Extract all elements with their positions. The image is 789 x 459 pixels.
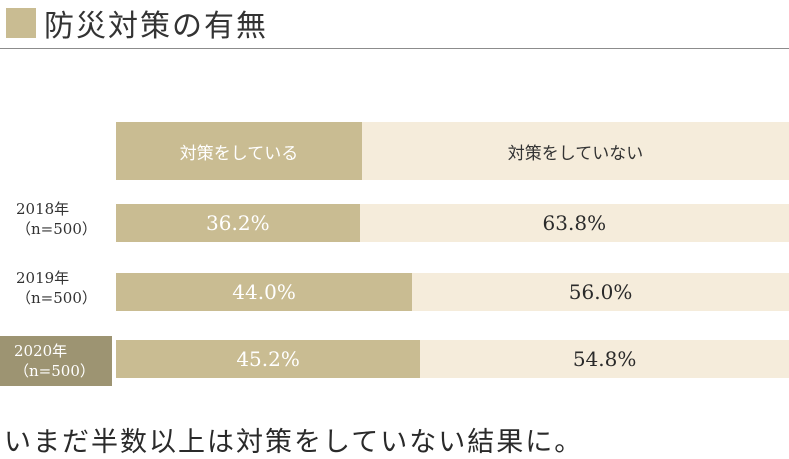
bar-not-doing: 54.8% [420,340,789,378]
legend: 対策をしている 対策をしていない [116,122,789,180]
row-sample-label: （n=500） [16,220,97,238]
bar-not-doing: 56.0% [412,273,789,311]
row-label-2: 2020年 （n=500） [0,336,112,386]
bar-doing: 36.2% [116,204,360,242]
legend-item-doing: 対策をしている [116,122,362,180]
row-year-label: 2018年 [16,200,70,218]
title-divider [0,48,789,49]
bar-row-2: 45.2% 54.8% [116,340,789,378]
bar-row-1: 44.0% 56.0% [116,273,789,311]
row-year-label: 2019年 [16,269,70,287]
row-sample-label: （n=500） [16,289,97,307]
row-label-0: 2018年 （n=500） [0,199,112,239]
legend-item-not-doing: 対策をしていない [362,122,789,180]
conclusion-text: いまだ半数以上は対策をしていない結果に。 [4,427,584,458]
title-square-icon [6,8,36,38]
chart-title-area: 防災対策の有無 [6,4,268,44]
row-sample-label: （n=500） [14,362,95,380]
bar-row-0: 36.2% 63.8% [116,204,789,242]
row-label-1: 2019年 （n=500） [0,268,112,308]
bar-doing: 44.0% [116,273,413,311]
bar-not-doing: 63.8% [359,204,789,242]
row-year-label: 2020年 [14,342,68,360]
chart-title: 防災対策の有無 [44,9,268,44]
bar-doing: 45.2% [116,340,421,378]
